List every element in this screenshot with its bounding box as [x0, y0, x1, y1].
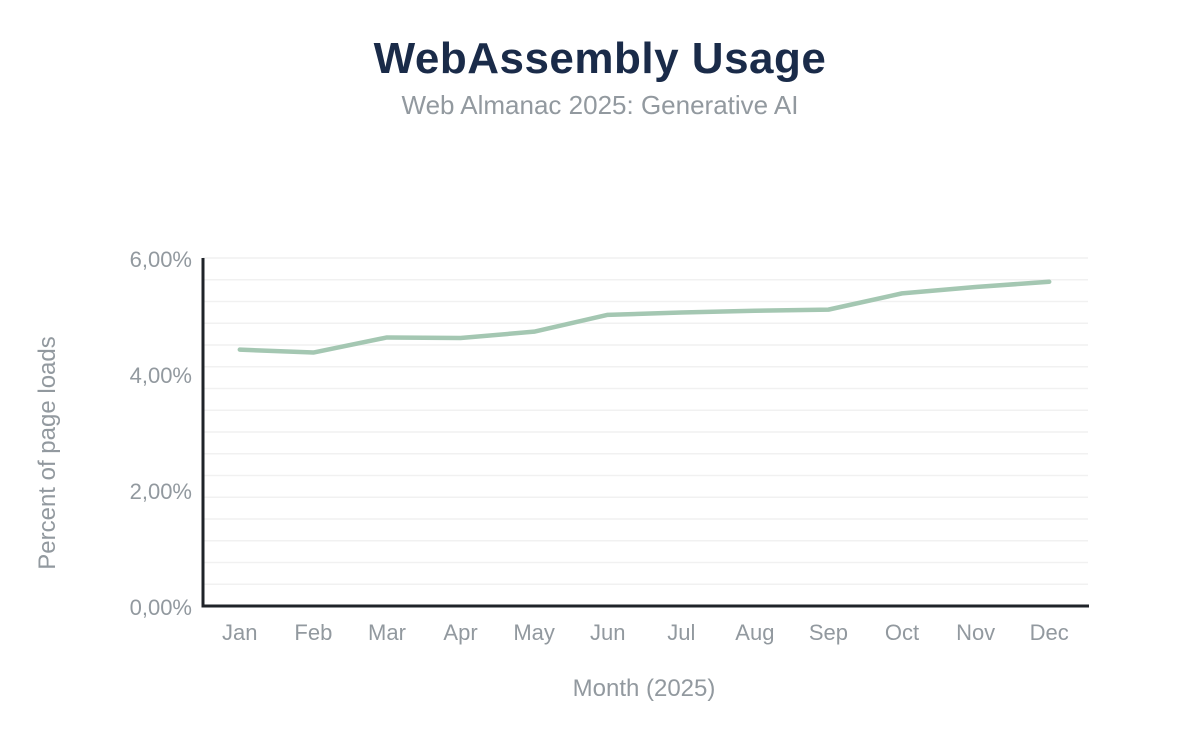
y-tick-label: 0,00%: [129, 595, 192, 620]
x-tick-label: Jul: [667, 620, 696, 645]
y-tick-label: 6,00%: [129, 247, 192, 272]
x-tick-label: Aug: [735, 620, 775, 645]
x-tick-label: Mar: [368, 620, 406, 645]
x-tick-label: Dec: [1029, 620, 1069, 645]
chart-title: WebAssembly Usage: [373, 34, 827, 83]
x-tick-label: Apr: [443, 620, 478, 645]
x-axis-title: Month (2025): [572, 675, 716, 702]
chart-subtitle: Web Almanac 2025: Generative AI: [401, 90, 799, 120]
gridlines: [203, 257, 1088, 585]
y-axis-title: Percent of page loads: [34, 336, 61, 570]
x-tick-label: Jan: [222, 620, 258, 645]
x-tick-label: May: [513, 620, 555, 645]
x-tick-label: Oct: [884, 620, 920, 645]
x-tick-label: Jun: [589, 620, 626, 645]
x-tick-label: Feb: [294, 620, 333, 645]
y-tick-label: 2,00%: [129, 479, 192, 504]
usage-line: [237, 279, 1052, 355]
y-tick-label: 4,00%: [129, 363, 192, 388]
x-tick-label: Nov: [956, 620, 996, 645]
axis-lines: [201, 258, 1089, 608]
x-tick-label: Sep: [808, 620, 849, 645]
